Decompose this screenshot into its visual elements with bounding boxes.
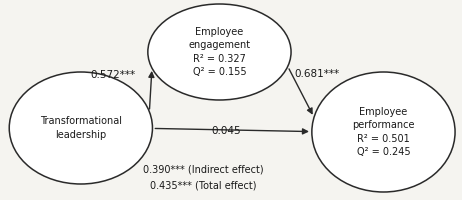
Ellipse shape (9, 72, 152, 184)
Text: 0.390*** (Indirect effect): 0.390*** (Indirect effect) (143, 164, 264, 174)
Text: 0.572***: 0.572*** (91, 70, 136, 80)
Text: 0.681***: 0.681*** (294, 69, 339, 79)
Ellipse shape (312, 72, 455, 192)
Text: Transformational
leadership: Transformational leadership (40, 116, 122, 140)
Text: 0.045: 0.045 (212, 126, 241, 136)
Text: Employee
performance
R² = 0.501
Q² = 0.245: Employee performance R² = 0.501 Q² = 0.2… (352, 107, 415, 157)
Text: Employee
engagement
R² = 0.327
Q² = 0.155: Employee engagement R² = 0.327 Q² = 0.15… (188, 27, 250, 77)
Ellipse shape (148, 4, 291, 100)
Text: 0.435*** (Total effect): 0.435*** (Total effect) (150, 181, 256, 191)
